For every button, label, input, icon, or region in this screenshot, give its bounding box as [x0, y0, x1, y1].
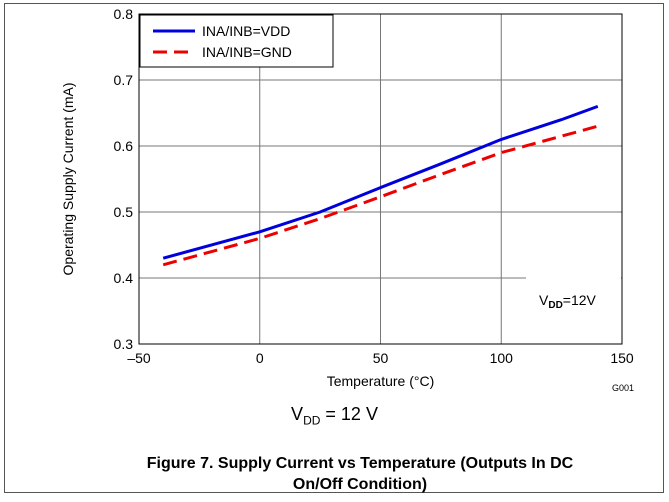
supply-current-chart: –50 0 50 100 150 0.3 0.4 0.5 0.6 0.7 0.8 Temperatu…: [60, 6, 634, 393]
y-tick-label: 0.3: [114, 336, 134, 352]
vdd-caption: VDD = 12 V: [291, 404, 378, 428]
vdd-annotation: VDD=12V: [526, 274, 621, 343]
x-tick-label: –50: [127, 350, 151, 366]
y-tick-label: 0.8: [114, 6, 134, 22]
figure-code: G001: [612, 383, 634, 393]
series-line-0: [162, 104, 599, 260]
figure-caption-line-2: On/Off Condition): [292, 476, 428, 493]
annotation-box: [526, 274, 621, 343]
figure-caption-line-1: Figure 7. Supply Current vs Temperature …: [146, 455, 574, 472]
series-layer: [162, 104, 599, 267]
x-tick-label: 50: [373, 350, 389, 366]
series-line-1: [162, 124, 599, 267]
x-tick-label: 150: [610, 350, 634, 366]
y-tick-label: 0.6: [114, 138, 134, 154]
legend: INA/INB=VDD INA/INB=GND: [139, 14, 334, 68]
plot-border: [138, 13, 623, 345]
y-axis-label: Operating Supply Current (mA): [60, 83, 76, 276]
x-tick-label: 100: [490, 350, 514, 366]
figure-frame: [4, 3, 664, 493]
x-tick-label: 0: [256, 350, 264, 366]
legend-label-vdd: INA/INB=VDD: [202, 23, 290, 39]
legend-box: [139, 14, 334, 68]
y-tick-label: 0.5: [114, 204, 134, 220]
y-tick-label: 0.4: [114, 270, 134, 286]
tick-labels: –50 0 50 100 150 0.3 0.4 0.5 0.6 0.7 0.8: [114, 6, 634, 366]
x-axis-label: Temperature (°C): [327, 373, 435, 389]
legend-label-gnd: INA/INB=GND: [202, 44, 292, 60]
y-tick-label: 0.7: [114, 72, 134, 88]
annotation-text: VDD=12V: [539, 292, 597, 311]
figure-caption: Figure 7. Supply Current vs Temperature …: [60, 453, 660, 495]
